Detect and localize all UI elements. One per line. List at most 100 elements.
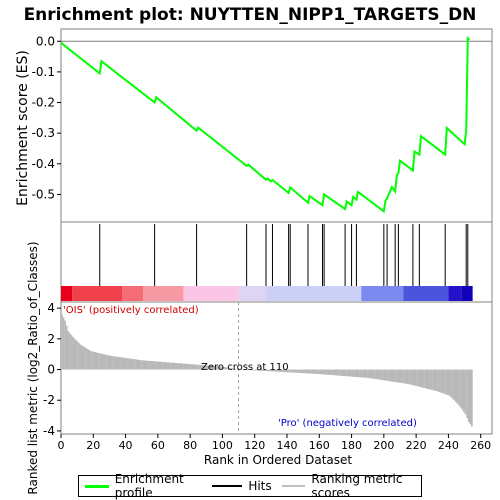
- metric-bar: [228, 367, 231, 370]
- zero-cross-label: Zero cross at 110: [201, 362, 289, 373]
- metric-bar: [296, 369, 299, 373]
- metric-bar: [194, 364, 197, 370]
- metric-bar: [141, 360, 144, 370]
- metric-bar: [324, 369, 326, 375]
- metric-bar: [280, 369, 283, 372]
- chart-title: Enrichment plot: NUYTTEN_NIPP1_TARGETS_D…: [24, 5, 477, 25]
- metric-bar: [109, 355, 112, 370]
- metric-bar: [437, 369, 439, 392]
- metric-bar: [191, 364, 194, 370]
- metric-bar: [351, 369, 354, 377]
- ranked-metric-bars: [61, 314, 473, 427]
- metric-bar: [112, 356, 115, 370]
- metric-bar: [319, 369, 321, 375]
- gradient-segment: [72, 286, 123, 301]
- metric-bar: [209, 365, 212, 370]
- metric-bar: [388, 369, 391, 382]
- metric-bar: [471, 369, 473, 427]
- metric-bar: [143, 360, 146, 370]
- metric-bar: [341, 369, 344, 376]
- ranked-metric-y-ticks: 4 2 0 -2 -4: [43, 301, 61, 438]
- metric-bar: [377, 369, 380, 380]
- metric-bar: [106, 354, 108, 370]
- metric-bar: [225, 367, 228, 370]
- metric-bar: [203, 365, 205, 370]
- legend-label-enrichment-profile: Enrichment profile: [114, 472, 184, 500]
- metric-bar: [69, 333, 71, 370]
- ranked-metric-panel: 420-2-4 Zero cross at 110 'OIS' (positiv…: [26, 241, 493, 495]
- metric-bar: [267, 369, 270, 372]
- metric-bar: [467, 369, 470, 422]
- metric-bar: [183, 363, 186, 370]
- metric-bar: [190, 364, 192, 370]
- metric-bar: [178, 363, 181, 370]
- xtick-label: 100: [212, 439, 233, 452]
- metric-bar: [390, 369, 393, 382]
- xtick-label: 0: [58, 439, 65, 452]
- legend-swatch-hits: [212, 485, 243, 487]
- rm-ytick-label: 4: [47, 301, 55, 315]
- metric-bar: [299, 369, 302, 374]
- metric-bar: [272, 369, 275, 372]
- hit-lines: [99, 224, 469, 286]
- es-ytick-label: -0.1: [32, 65, 55, 79]
- legend: Enrichment profile Hits Ranking metric s…: [78, 472, 422, 500]
- legend-swatch-ranking-metric: [281, 485, 306, 487]
- metric-bar: [93, 351, 95, 370]
- metric-bar: [90, 351, 92, 370]
- enrichment-panel: 0.0 -0.1 -0.2 -0.3 -0.4 -0.5 Enrichment score…: [15, 28, 493, 223]
- metric-bar: [162, 361, 165, 370]
- negative-class-label: 'Pro' (negatively correlated): [278, 418, 417, 429]
- metric-bar: [70, 335, 73, 370]
- metric-bar: [77, 341, 79, 370]
- metric-bar: [333, 369, 336, 376]
- hits-panel: [60, 221, 493, 303]
- metric-bar: [404, 369, 407, 384]
- rm-ytick-label: -4: [43, 424, 55, 438]
- metric-bar: [361, 369, 363, 378]
- metric-bar: [433, 369, 436, 391]
- metric-bar: [157, 361, 160, 370]
- metric-bar: [182, 363, 184, 370]
- enrichment-y-ticks: 0.0 -0.1 -0.2 -0.3 -0.4 -0.5: [32, 34, 61, 201]
- metric-bar: [448, 369, 451, 396]
- metric-bar: [422, 369, 425, 388]
- metric-bar: [156, 361, 158, 370]
- metric-bar: [369, 369, 372, 379]
- metric-bar: [119, 357, 121, 370]
- metric-bar: [243, 369, 246, 371]
- metric-bar: [337, 369, 339, 376]
- metric-bar: [295, 369, 297, 373]
- metric-bar: [450, 369, 452, 398]
- xtick-label: 140: [276, 439, 297, 452]
- gradient-segment: [238, 286, 267, 301]
- positive-class-label: 'OIS' (positively correlated): [63, 305, 199, 316]
- metric-bar: [412, 369, 415, 386]
- metric-bar: [94, 352, 97, 370]
- metric-bar: [153, 361, 155, 370]
- metric-bar: [111, 355, 113, 370]
- metric-bar: [411, 369, 413, 385]
- metric-bar: [417, 369, 420, 387]
- gradient-segment: [461, 286, 473, 301]
- metric-bar: [206, 365, 208, 370]
- metric-bar: [62, 317, 65, 370]
- es-ytick-label: -0.4: [32, 157, 55, 171]
- metric-bar: [427, 369, 430, 389]
- metric-bar: [135, 359, 137, 370]
- metric-bar: [164, 362, 167, 370]
- metric-bar: [358, 369, 360, 378]
- metric-bar: [345, 369, 347, 377]
- metric-bar: [132, 358, 134, 370]
- metric-bar: [138, 359, 141, 370]
- es-ytick-label: -0.3: [32, 126, 55, 140]
- metric-bar: [64, 320, 66, 370]
- metric-bar: [165, 362, 168, 370]
- metric-bar: [215, 366, 218, 370]
- ranked-metric-plot-area: [60, 301, 493, 435]
- metric-bar: [387, 369, 389, 381]
- metric-bar: [123, 357, 126, 370]
- metric-bar: [458, 369, 460, 406]
- metric-bar: [286, 369, 289, 373]
